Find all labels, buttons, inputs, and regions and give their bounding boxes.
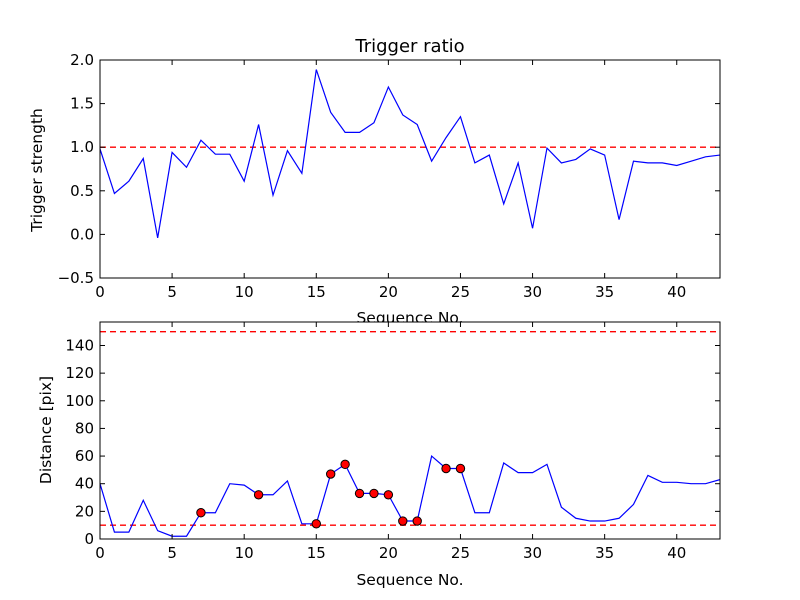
trigger-ratio-chart: Trigger ratio Sequence No. Trigger stren… (28, 36, 721, 327)
x-tick-label: 25 (451, 283, 470, 301)
highlight-marker (455, 463, 466, 474)
highlight-marker (369, 488, 379, 499)
x-tick-label: 5 (167, 283, 177, 301)
highlight-marker (383, 490, 394, 500)
x-tick-label: 10 (235, 544, 254, 562)
distance-chart: Sequence No. Distance [pix] 0 5 10 15 20 25 30… (37, 321, 721, 589)
highlight-marker (398, 516, 408, 526)
x-tick-label: 10 (235, 283, 254, 301)
x-tick-label: 30 (523, 544, 542, 562)
plot-frame (99, 321, 721, 540)
chart-title: Trigger ratio (354, 36, 464, 57)
highlight-marker (253, 490, 264, 500)
y-tick-label: 1.5 (70, 95, 94, 113)
x-tick-label: 20 (379, 283, 398, 301)
y-tick-label: 60 (75, 447, 94, 465)
y-axis-label: Distance [pix] (37, 376, 55, 484)
y-tick-label: 40 (75, 475, 94, 493)
x-tick-label: 0 (95, 283, 105, 301)
y-tick-label: 2.0 (70, 51, 94, 69)
highlight-marker (325, 469, 336, 479)
y-tick-label: −0.5 (58, 269, 94, 287)
x-tick-label: 35 (595, 544, 614, 562)
x-tick-label: 35 (595, 283, 614, 301)
series-line (100, 69, 720, 238)
y-axis-label: Trigger strength (28, 108, 46, 233)
y-tick-label: 0.5 (70, 182, 94, 200)
plot-area (100, 60, 720, 278)
highlight-marker (196, 508, 206, 518)
highlight-marker (311, 519, 321, 529)
x-tick-label: 40 (667, 283, 686, 301)
y-tick-label: 20 (75, 502, 94, 520)
x-tick-label: 0 (95, 544, 105, 562)
x-tick-label: 5 (167, 544, 177, 562)
y-tick-label: 80 (75, 419, 94, 437)
x-tick-label: 30 (523, 283, 542, 301)
plot-frame (99, 59, 721, 279)
y-tick-label: 120 (65, 364, 94, 382)
highlight-marker (354, 488, 365, 499)
highlight-marker (441, 463, 451, 474)
y-tick-label: 140 (65, 336, 94, 354)
x-tick-label: 25 (451, 544, 470, 562)
y-tick-label: 0 (84, 530, 94, 548)
x-axis-label: Sequence No. (356, 571, 463, 589)
y-tick-label: 0.0 (70, 225, 94, 243)
x-tick-label: 40 (667, 544, 686, 562)
plot-area (100, 322, 720, 539)
x-tick-label: 20 (379, 544, 398, 562)
highlight-marker (412, 516, 422, 526)
x-tick-label: 15 (307, 544, 326, 562)
x-tick-label: 15 (307, 283, 326, 301)
highlight-marker (340, 459, 350, 470)
y-tick-label: 100 (65, 392, 94, 410)
y-tick-label: 1.0 (70, 138, 94, 156)
